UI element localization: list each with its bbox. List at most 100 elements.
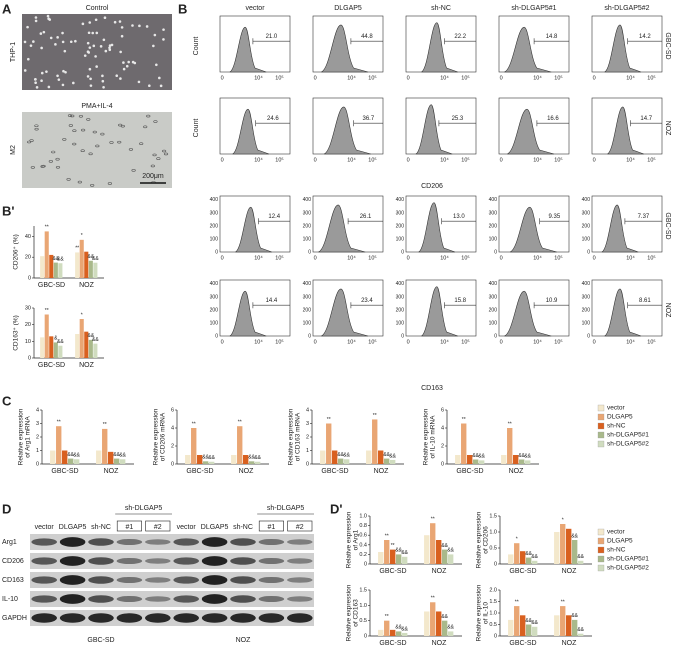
- cell: [61, 83, 65, 87]
- cell: [94, 55, 97, 58]
- cell: [56, 36, 59, 39]
- x-tick-label: 10⁵: [554, 74, 562, 81]
- cell: [89, 77, 92, 81]
- significance: **: [431, 517, 435, 523]
- x-tick-label: GBC-SD: [186, 468, 213, 475]
- cell: [41, 164, 46, 168]
- y-tick-label: 100: [210, 236, 219, 242]
- histogram: [504, 290, 552, 337]
- histogram: [229, 26, 267, 73]
- y-tick-label: 4: [441, 425, 444, 431]
- y-axis-label: of Arg1 mRNA: [25, 416, 32, 458]
- histogram: [421, 286, 458, 337]
- cell: [108, 44, 112, 47]
- significance: &&: [113, 452, 120, 458]
- bar: [93, 343, 98, 358]
- significance: **: [391, 543, 395, 549]
- cell: [161, 149, 167, 153]
- y-tick-label: 0: [28, 275, 31, 281]
- bar: [436, 540, 442, 564]
- bar: [185, 455, 191, 464]
- column-header: sh-NC: [431, 5, 451, 12]
- bar: [67, 458, 74, 464]
- significance: &&: [577, 627, 584, 633]
- y-tick-label: 2: [171, 443, 174, 449]
- cell: [156, 157, 161, 160]
- x-tick-label: 0: [314, 339, 317, 345]
- band: [116, 538, 143, 546]
- y-tick-label: 300: [489, 210, 498, 216]
- cell: [72, 142, 77, 146]
- y-tick-label: 1: [36, 448, 39, 454]
- cell: [145, 25, 149, 28]
- bar: [455, 455, 461, 464]
- y-tick-label: 400: [489, 197, 498, 203]
- band: [287, 539, 313, 545]
- y-tick-label: 4: [36, 407, 39, 413]
- cell: [108, 46, 111, 50]
- bar: [231, 455, 237, 464]
- x-tick-label: NOZ: [79, 282, 95, 289]
- y-axis-label: of IL-10: [483, 602, 490, 624]
- significance: **: [515, 599, 519, 605]
- x-tick-label: 10⁵: [647, 156, 655, 163]
- cell: [153, 120, 158, 123]
- y-tick-label: 400: [303, 197, 312, 203]
- y-axis-label: of Arg1: [353, 529, 360, 550]
- cell: [131, 24, 134, 27]
- y-tick-label: 1.5: [489, 599, 497, 605]
- cell: [23, 40, 27, 44]
- bar: [44, 231, 49, 278]
- band: [88, 576, 114, 584]
- significance: &&: [343, 453, 350, 459]
- blot-row-label: IL-10: [2, 596, 18, 603]
- x-tick-label: NOZ: [79, 362, 95, 369]
- legend-swatch: [597, 537, 605, 545]
- y-tick-label: 0: [308, 249, 311, 255]
- cell: [34, 16, 38, 19]
- bar: [508, 554, 514, 564]
- significance: &&: [87, 254, 94, 260]
- bar: [108, 451, 114, 464]
- cell: [69, 40, 73, 44]
- blot-group-label: GBC-SD: [87, 637, 114, 644]
- y-tick-label: 200: [303, 223, 312, 229]
- cell: [87, 31, 91, 35]
- significance: **: [373, 413, 377, 419]
- bar: [40, 337, 45, 358]
- lane-group: sh-DLGAP5: [267, 505, 304, 512]
- bar: [389, 459, 396, 464]
- column-header: sh-DLGAP5#1: [511, 5, 556, 12]
- plot-frame: [219, 279, 291, 337]
- band: [258, 613, 285, 623]
- significance: **: [327, 417, 331, 423]
- significance: **: [462, 417, 466, 423]
- x-tick-label: NOZ: [509, 468, 525, 475]
- bar: [326, 423, 332, 464]
- cell: [86, 118, 91, 121]
- cell: [63, 49, 67, 53]
- bar: [320, 450, 326, 464]
- y-tick-label: 400: [489, 281, 498, 287]
- band: [173, 557, 199, 565]
- band: [145, 577, 171, 583]
- row-label: NOZ: [664, 303, 671, 319]
- bar: [58, 263, 63, 278]
- legend-swatch: [597, 564, 605, 572]
- gate-percent: 36.7: [363, 116, 375, 122]
- y-tick-label: 6: [441, 407, 444, 413]
- y-tick-label: 0: [36, 461, 39, 467]
- band: [116, 595, 143, 603]
- significance: &&: [441, 614, 448, 620]
- band: [287, 596, 313, 602]
- y-tick-label: 6: [171, 407, 174, 413]
- cell: [47, 17, 50, 20]
- significance: &&: [401, 626, 408, 632]
- x-tick-label: 0: [407, 255, 410, 261]
- x-tick-label: NOZ: [374, 468, 390, 475]
- significance: **: [385, 614, 389, 620]
- image-title: Control: [86, 5, 109, 12]
- y-axis-label: of IL-10 mRNA: [430, 415, 437, 459]
- significance: &&: [577, 554, 584, 560]
- bar: [525, 557, 532, 564]
